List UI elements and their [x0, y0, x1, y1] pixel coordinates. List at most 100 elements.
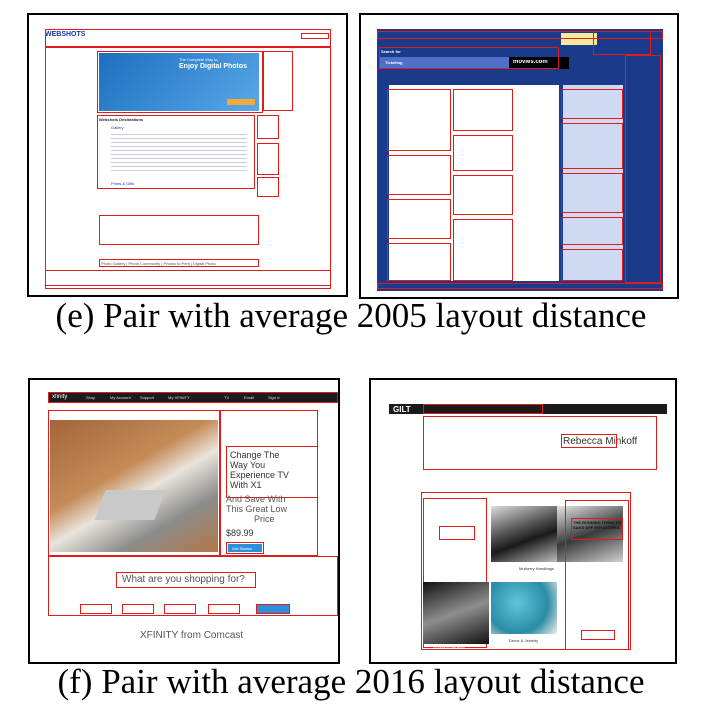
promo-line-7: Price — [254, 514, 275, 524]
label-jewelry: Decor & Jewelry — [509, 638, 539, 643]
region-option-2 — [122, 604, 154, 614]
xfinity-nav-2: Support — [140, 395, 155, 400]
promo-title: THE RUNNING ITEMS TO SAKS OFF 5TH STORES — [573, 520, 621, 530]
xfinity-nav-4: TV — [224, 395, 230, 400]
dest-lines — [111, 131, 247, 173]
xfinity-screenshot-panel: xfinity Shop My Account Support My XFINI… — [28, 378, 340, 664]
region-box-a — [387, 155, 451, 195]
region-col-left — [387, 89, 451, 151]
region-option-4 — [208, 604, 240, 614]
movies-logo: movies.com — [513, 60, 548, 65]
hero-title: Enjoy Digital Photos — [179, 63, 248, 70]
region-hero — [97, 51, 263, 113]
region-hero-right — [263, 51, 293, 111]
xfinity-nav-3: My XFINITY — [168, 395, 190, 400]
product-handbags — [491, 506, 557, 562]
promo-price: $89.99 — [226, 528, 254, 538]
promo-line-3: Experience TV — [230, 470, 289, 480]
option-button — [256, 604, 290, 614]
xfinity-hero-photo — [50, 420, 218, 552]
region-question — [116, 572, 256, 588]
xfinity-footer: XFINITY from Comcast — [140, 630, 244, 641]
region-promo-cta — [226, 542, 264, 554]
xfinity-logo: xfinity — [52, 394, 68, 400]
xfinity-nav-6: Sign In — [268, 395, 281, 400]
region-option-3 — [164, 604, 196, 614]
region-box-h — [453, 219, 513, 281]
region-box-b — [453, 135, 513, 171]
label-barware: Crystal & Barware — [433, 644, 466, 649]
region-sidebar-top — [257, 115, 279, 139]
region-promo-title — [571, 518, 623, 540]
question-text: What are you shopping for? — [122, 574, 245, 585]
movies-right-column — [563, 85, 623, 281]
region-destinations — [97, 115, 255, 189]
label-handbags: Mulberry Handbags — [519, 566, 554, 571]
region-option-5 — [256, 604, 290, 614]
region-right-header — [593, 31, 651, 55]
movies-nav-bar — [379, 57, 525, 69]
movies-search-label: Search for — [381, 49, 401, 54]
caption-e: (e) Pair with average 2005 layout distan… — [55, 296, 647, 335]
region-header — [45, 29, 331, 47]
hero-button — [227, 99, 255, 105]
xfinity-nav-bar — [48, 392, 338, 402]
movies-top-banner — [561, 33, 597, 45]
region-hero — [48, 410, 220, 556]
gilt-logo: GILT — [393, 405, 411, 414]
region-nav — [423, 404, 543, 414]
region-bottom — [377, 283, 663, 289]
region-banner — [423, 416, 657, 470]
region-promo — [565, 500, 629, 650]
region-nav — [48, 392, 338, 403]
region-col-right — [561, 89, 623, 119]
region-promo-inner — [226, 446, 318, 498]
region-promo-cta — [581, 630, 615, 640]
movies-screenshot-panel: Search for Ticketing movies.com — [359, 13, 679, 299]
region-left-col — [423, 498, 487, 648]
movies-logo-bar — [509, 57, 569, 69]
region-body — [421, 492, 631, 650]
region-col-mid — [453, 89, 513, 131]
region-box-g — [387, 243, 451, 281]
destinations-title: Webshots Destinations — [99, 117, 144, 122]
footer-links: Photo Gallery | Photo Community | Photos… — [101, 261, 216, 266]
region-sidebar-ad — [257, 143, 279, 175]
webshots-logo: WEBSHOTS — [45, 31, 86, 38]
region-box-e — [453, 175, 513, 215]
region-rightmost — [625, 55, 661, 283]
region-body — [45, 47, 331, 289]
product-handbags-2 — [557, 506, 623, 562]
hero-small-text: The Complete Way to — [179, 57, 218, 62]
promo-cta-bg — [228, 544, 262, 552]
region-option-1 — [80, 604, 112, 614]
promo-line-6: This Great Low — [226, 504, 288, 514]
promo-line-5: And Save With — [226, 494, 286, 504]
xfinity-nav-1: My Account — [110, 395, 131, 400]
xfinity-nav-5: Email — [244, 395, 255, 400]
region-box-f — [561, 173, 623, 213]
region-box-i — [561, 217, 623, 245]
gilt-nav-bar — [389, 404, 667, 414]
region-top — [377, 31, 663, 39]
region-question-band — [48, 556, 338, 616]
caption-f: (f) Pair with average 2016 layout distan… — [57, 662, 645, 701]
region-brand — [561, 434, 617, 448]
promo-cta: Get Started — [232, 546, 253, 551]
region-box-c — [561, 123, 623, 169]
region-sidebar-ad-2 — [257, 177, 279, 197]
region-box-d — [387, 199, 451, 239]
region-search-box — [99, 215, 259, 245]
dest-item-1: Gallery — [111, 125, 124, 130]
region-footer-links — [99, 259, 259, 267]
dest-item-4: Prints & Gifts — [111, 181, 135, 186]
region-footer — [45, 270, 331, 286]
product-barware — [423, 582, 489, 644]
movies-content-white — [389, 85, 559, 281]
region-top-right — [301, 33, 329, 39]
promo-line-4: With X1 — [230, 480, 262, 490]
gilt-brand: Rebecca Minkoff — [563, 436, 638, 447]
product-jewelry — [491, 582, 557, 634]
region-search — [379, 47, 559, 69]
webshots-screenshot-panel: WEBSHOTS The Complete Way to Enjoy Digit… — [27, 13, 348, 297]
